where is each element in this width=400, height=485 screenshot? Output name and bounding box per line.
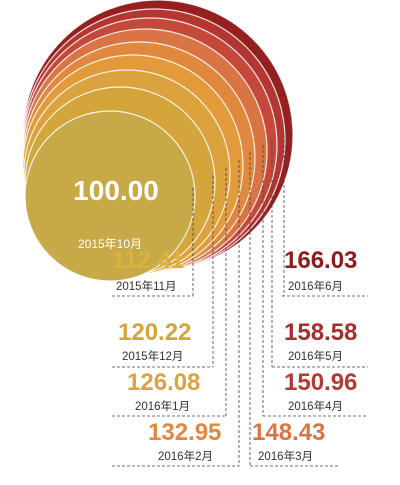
bubble-0 — [24, 110, 196, 282]
value-label-7: 158.58 — [284, 319, 357, 346]
category-label-1: 2015年11月 — [116, 279, 177, 293]
category-label-2: 2015年12月 — [122, 349, 183, 363]
category-label-7: 2016年5月 — [288, 349, 343, 363]
value-label-4: 132.95 — [148, 419, 221, 446]
bubbles — [22, 0, 294, 282]
value-label-3: 126.08 — [127, 369, 200, 396]
category-label-0: 2015年10月 — [78, 237, 142, 251]
category-label-5: 2016年3月 — [258, 449, 313, 463]
value-label-1: 112.41 — [112, 247, 184, 274]
category-label-3: 2016年1月 — [135, 399, 190, 413]
value-label-0: 100.00 — [73, 175, 159, 206]
value-label-5: 148.43 — [252, 419, 325, 446]
value-label-8: 166.03 — [284, 247, 357, 274]
category-label-6: 2016年4月 — [288, 399, 343, 413]
value-label-2: 120.22 — [118, 319, 191, 346]
category-label-8: 2016年6月 — [288, 279, 343, 293]
value-label-6: 150.96 — [284, 369, 357, 396]
category-label-4: 2016年2月 — [158, 449, 213, 463]
leader-lines — [112, 135, 368, 467]
